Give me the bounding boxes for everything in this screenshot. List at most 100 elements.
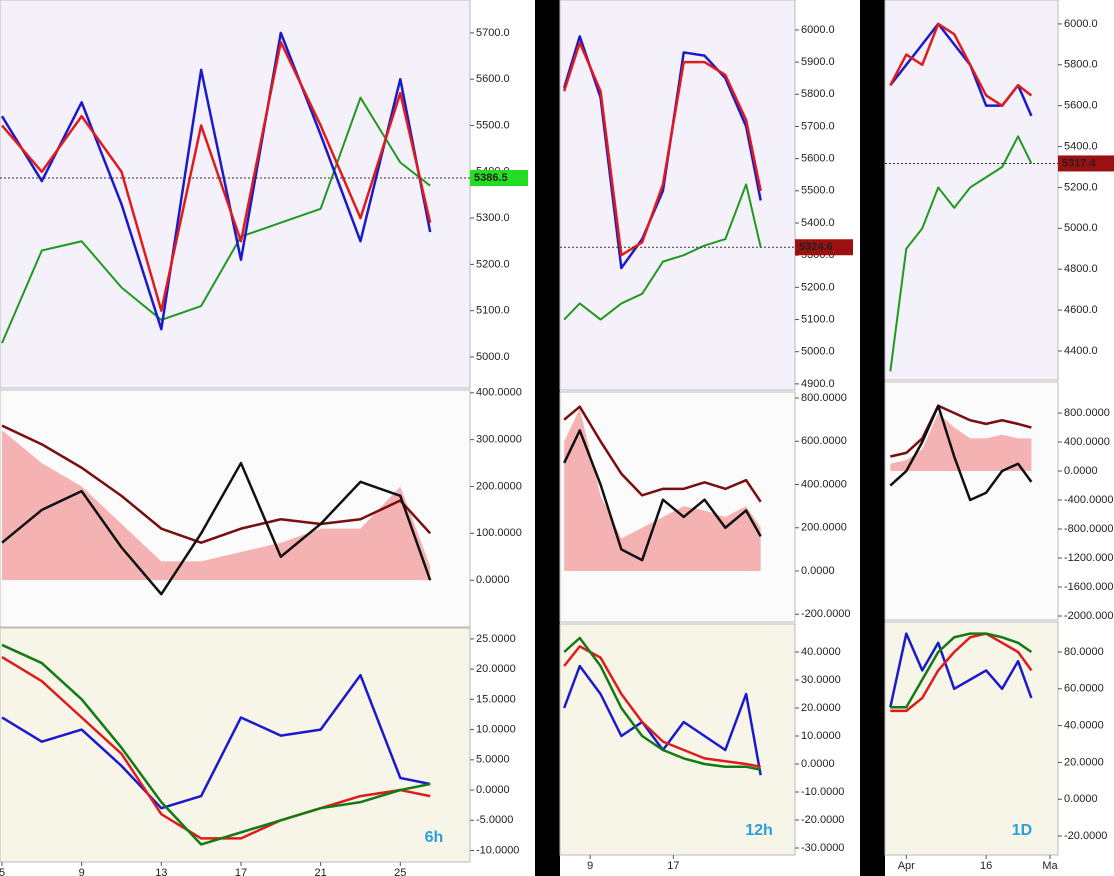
x-tick-label: 25: [394, 867, 406, 876]
plot: [889, 404, 1033, 502]
histogram-area: [1, 430, 431, 581]
y-tick-label: 300.0000: [476, 434, 522, 446]
x-tick-label: 13: [155, 867, 167, 876]
y-tick-label: -30.0000: [801, 842, 844, 854]
y-tick-label: 800.0000: [801, 392, 847, 404]
series-line: [889, 632, 1033, 708]
y-tick-label: 800.0000: [1064, 407, 1110, 419]
y-tick-label: -800.0000: [1064, 523, 1114, 535]
y-tick-label: 5700.0: [476, 27, 510, 39]
series-line: [890, 632, 1033, 713]
series-line: [890, 632, 1033, 709]
series-line: [889, 404, 1033, 502]
series-line: [563, 429, 762, 562]
plot: [1, 643, 431, 846]
y-tick-label: 400.0000: [1064, 436, 1110, 448]
y-tick-label: -1600.0000: [1064, 581, 1114, 593]
y-tick-label: 25.0000: [476, 633, 516, 645]
y-tick-label: -10.0000: [801, 786, 844, 798]
y-tick-label: 5000.0: [801, 346, 835, 358]
y-tick-label: 0.0000: [1064, 465, 1098, 477]
y-tick-label: 5400.0: [1064, 140, 1098, 152]
series-line: [1, 96, 431, 344]
series-line: [563, 405, 762, 503]
plot: [563, 405, 762, 571]
y-tick-label: 5800.0: [1064, 59, 1098, 71]
x-tick-label: 21: [315, 867, 327, 876]
y-tick-label: 5800.0: [801, 88, 835, 100]
last-price-tag: [1058, 155, 1114, 172]
y-tick-label: 5500.0: [801, 185, 835, 197]
y-tick-label: 0.0000: [801, 758, 835, 770]
plot: [889, 632, 1033, 713]
y-tick-label: -1200.0000: [1064, 552, 1114, 564]
series-line: [1, 424, 432, 544]
y-tick-label: -5.0000: [476, 814, 513, 826]
x-tick-label: 5: [0, 867, 5, 876]
x-tick-label: 17: [235, 867, 247, 876]
y-tick-label: 4600.0: [1064, 304, 1098, 316]
y-tick-label: 5300.0: [476, 212, 510, 224]
series-line: [1, 643, 431, 846]
histogram-area: [890, 413, 1032, 472]
plot: [0, 31, 432, 344]
x-tick-label: 9: [79, 867, 85, 876]
plot: [562, 636, 762, 776]
y-tick-label: 5600.0: [801, 153, 835, 165]
y-tick-label: 200.0000: [476, 480, 522, 492]
y-tick-label: -20.0000: [1064, 830, 1107, 842]
series-line: [563, 645, 761, 769]
y-tick-label: 5400.0: [801, 217, 835, 229]
y-tick-label: 30.0000: [801, 674, 841, 686]
y-tick-label: 5900.0: [801, 56, 835, 68]
plot: [889, 22, 1033, 372]
x-tick-label: Ma: [1042, 860, 1058, 872]
y-tick-label: 5600.0: [1064, 100, 1098, 112]
plot: [562, 35, 762, 321]
timeframe-label: 12h: [745, 822, 773, 839]
y-tick-label: 200.0000: [801, 522, 847, 534]
series-line: [889, 22, 1033, 107]
y-tick-label: 20.0000: [476, 663, 516, 675]
panel-bg: [559, 0, 796, 391]
last-price-tag: [795, 239, 853, 256]
y-tick-label: 400.0000: [476, 387, 522, 399]
y-tick-label: 4900.0: [801, 378, 835, 390]
panel-bg: [884, 381, 1059, 621]
y-tick-label: 20.0000: [1064, 756, 1104, 768]
series-line: [562, 41, 762, 257]
y-tick-label: 80.0000: [1064, 646, 1104, 658]
timeframe-label: 1D: [1012, 822, 1032, 839]
y-tick-label: 4800.0: [1064, 263, 1098, 275]
y-tick-label: 100.0000: [476, 527, 522, 539]
last-price-tag: [470, 170, 528, 187]
y-tick-label: 5.0000: [476, 754, 510, 766]
x-tick-label: Apr: [898, 860, 915, 872]
y-tick-label: -2000.0000: [1064, 610, 1114, 622]
y-tick-label: 40.0000: [801, 646, 841, 658]
y-tick-label: 10.0000: [801, 730, 841, 742]
y-tick-label: 4400.0: [1064, 345, 1098, 357]
y-tick-label: 5200.0: [476, 258, 510, 270]
panel-bg: [0, 627, 471, 863]
y-tick-label: 5100.0: [476, 305, 510, 317]
panel-bg: [884, 0, 1059, 381]
series-line: [563, 183, 762, 321]
y-tick-label: 15.0000: [476, 693, 516, 705]
series-line: [1, 673, 431, 810]
y-tick-label: 0.0000: [476, 784, 510, 796]
y-tick-label: 400.0000: [801, 478, 847, 490]
series-line: [0, 31, 432, 331]
y-tick-label: 5200.0: [1064, 181, 1098, 193]
series-line: [1, 40, 432, 312]
y-tick-label: 0.0000: [476, 574, 510, 586]
series-line: [890, 404, 1032, 458]
series-line: [889, 135, 1033, 372]
y-tick-label: 5700.0: [801, 120, 835, 132]
y-tick-label: 600.0000: [801, 435, 847, 447]
y-tick-label: 20.0000: [801, 702, 841, 714]
timeframe-label: 6h: [425, 829, 444, 846]
y-tick-label: 60.0000: [1064, 683, 1104, 695]
y-tick-label: 6000.0: [801, 24, 835, 36]
